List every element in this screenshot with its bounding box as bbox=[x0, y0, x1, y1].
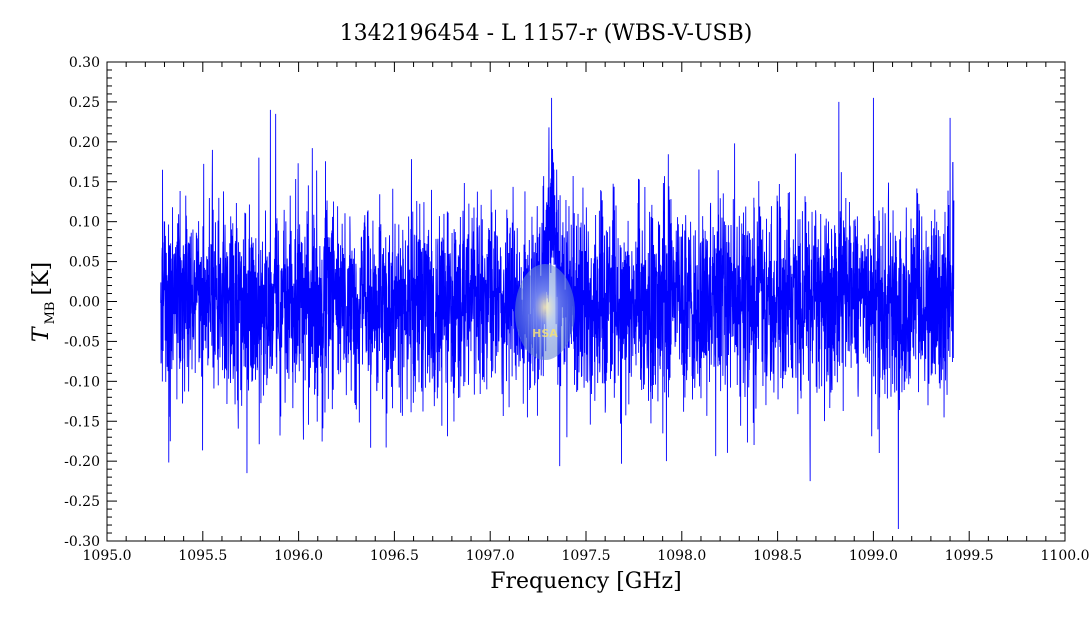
x-tick-label: 1099.5 bbox=[945, 548, 994, 564]
y-tick-label: -0.10 bbox=[64, 374, 100, 390]
x-tick-label: 1097.5 bbox=[562, 548, 611, 564]
x-tick-label: 1096.5 bbox=[370, 548, 419, 564]
y-tick-label: -0.30 bbox=[64, 534, 100, 550]
x-tick-label: 1097.0 bbox=[466, 548, 515, 564]
x-axis-label: Frequency [GHz] bbox=[490, 569, 682, 594]
y-tick-label: -0.15 bbox=[64, 414, 100, 430]
x-tick-label: 1095.0 bbox=[83, 548, 132, 564]
y-tick-label: 0.05 bbox=[69, 255, 100, 271]
y-tick-label: -0.20 bbox=[64, 454, 100, 470]
y-tick-label: 0.00 bbox=[69, 295, 100, 311]
x-tick-label: 1098.0 bbox=[657, 548, 706, 564]
x-tick-label: 1096.0 bbox=[274, 548, 323, 564]
y-tick-label: 0.10 bbox=[69, 215, 100, 231]
y-axis-label: TMB [K] bbox=[29, 262, 58, 342]
y-tick-label: 0.30 bbox=[69, 55, 100, 71]
y-axis-label-unit: [K] bbox=[29, 262, 54, 296]
watermark-text: HSA bbox=[532, 327, 558, 340]
y-tick-label: -0.05 bbox=[64, 334, 100, 350]
y-axis-label-subscript: MB bbox=[43, 302, 58, 325]
y-tick-label: 0.15 bbox=[69, 175, 100, 191]
y-tick-label: -0.25 bbox=[64, 494, 100, 510]
plot-area: HSA bbox=[106, 61, 1066, 542]
x-tick-label: 1098.5 bbox=[753, 548, 802, 564]
x-tick-label: 1100.0 bbox=[1041, 548, 1090, 564]
y-tick-label: 0.25 bbox=[69, 95, 100, 111]
x-tick-label: 1095.5 bbox=[178, 548, 227, 564]
y-axis: -0.30 -0.25 -0.20 -0.15 -0.10 -0.05 0.00 0.05 0.… bbox=[64, 55, 1065, 550]
chart-title: 1342196454 - L 1157-r (WBS-V-USB) bbox=[340, 21, 753, 46]
y-tick-label: 0.20 bbox=[69, 135, 100, 151]
watermark-logo: HSA bbox=[515, 264, 575, 360]
svg-text:TMB[K]: TMB [K] bbox=[29, 262, 58, 342]
y-axis-label-symbol: T bbox=[29, 325, 54, 342]
x-tick-label: 1099.0 bbox=[849, 548, 898, 564]
x-axis: 1095.0 1095.5 1096.0 1096.5 1097.0 1097.5 1098… bbox=[83, 62, 1090, 564]
